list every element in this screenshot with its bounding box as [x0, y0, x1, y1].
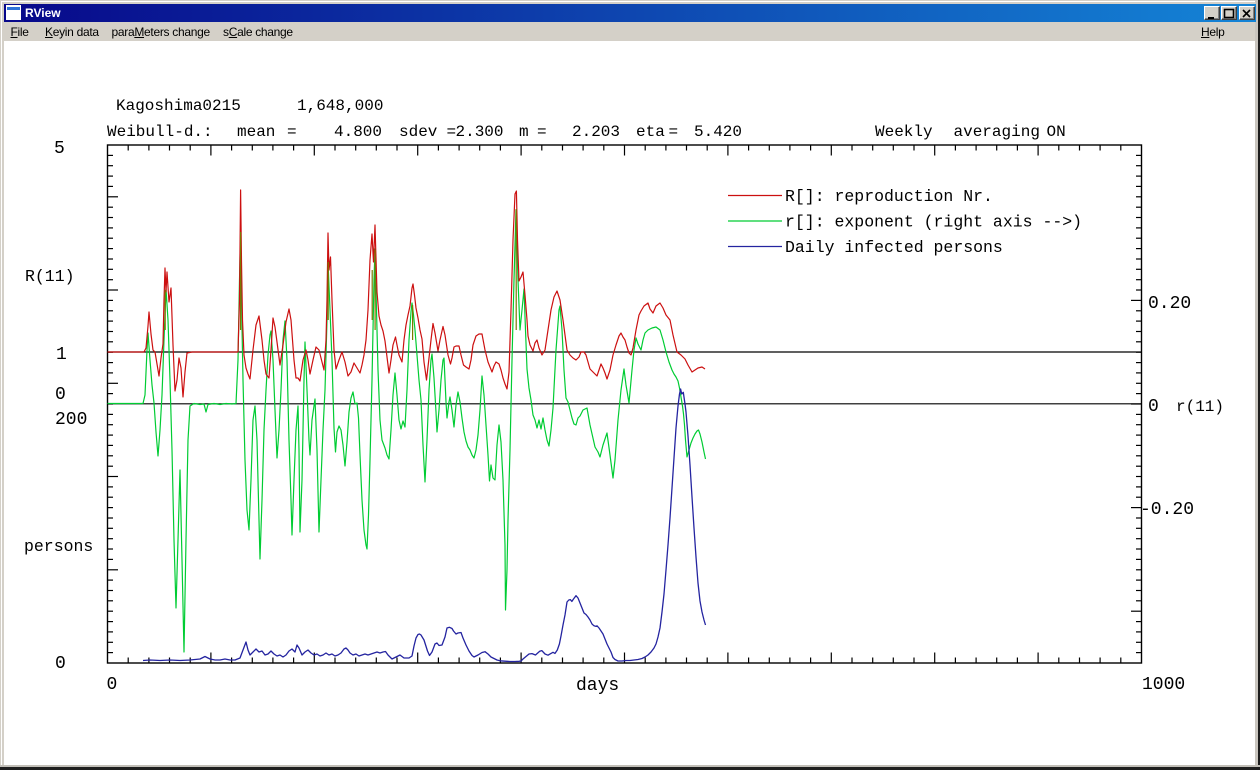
svg-text:ON: ON [1047, 123, 1066, 141]
svg-text:1: 1 [56, 345, 67, 365]
svg-text:Daily infected persons: Daily infected persons [785, 238, 1003, 257]
svg-text:days: days [576, 676, 619, 696]
svg-text:Weibull-d.:: Weibull-d.: [107, 123, 213, 141]
svg-text:0: 0 [107, 675, 118, 695]
svg-text:0.20: 0.20 [1148, 294, 1191, 314]
svg-text:=: = [287, 123, 297, 141]
svg-text:=: = [669, 123, 679, 141]
svg-text:eta: eta [636, 123, 665, 141]
svg-text:5.420: 5.420 [694, 123, 742, 141]
svg-text:0: 0 [55, 654, 66, 674]
svg-text:2.300: 2.300 [456, 123, 504, 141]
svg-text:Weekly: Weekly [875, 123, 933, 141]
svg-text:200: 200 [55, 410, 87, 430]
svg-text:Kagoshima0215: Kagoshima0215 [116, 97, 241, 115]
svg-text:4.800: 4.800 [334, 123, 382, 141]
svg-text:R(11): R(11) [25, 267, 75, 286]
svg-text:1000: 1000 [1142, 675, 1185, 695]
svg-text:1,648,000: 1,648,000 [297, 97, 383, 115]
svg-text:persons: persons [24, 537, 93, 556]
svg-text:m: m [519, 123, 529, 141]
svg-text:=: = [537, 123, 547, 141]
svg-text:0: 0 [1148, 397, 1159, 417]
svg-text:averaging: averaging [954, 123, 1040, 141]
svg-text:5: 5 [54, 139, 65, 159]
svg-text:-0.20: -0.20 [1140, 500, 1194, 520]
svg-text:r(11): r(11) [1176, 398, 1224, 416]
svg-text:0: 0 [55, 385, 66, 405]
svg-text:R[]: reproduction Nr.: R[]: reproduction Nr. [785, 187, 993, 206]
svg-text:sdev: sdev [399, 123, 438, 141]
svg-text:mean: mean [237, 123, 275, 141]
svg-text:r[]: exponent (right axis -->): r[]: exponent (right axis -->) [785, 213, 1082, 232]
svg-text:2.203: 2.203 [572, 123, 620, 141]
svg-text:=: = [447, 123, 457, 141]
